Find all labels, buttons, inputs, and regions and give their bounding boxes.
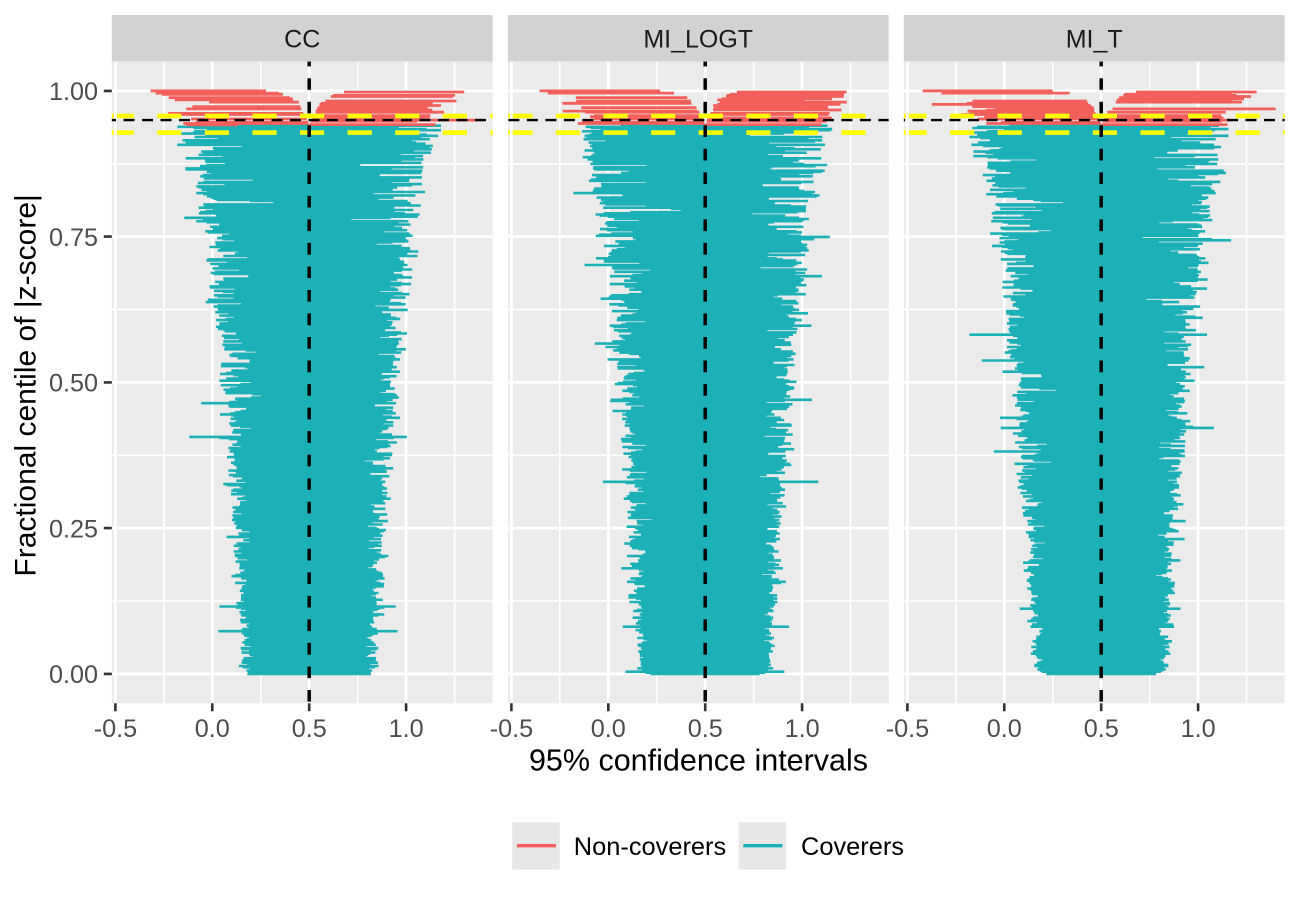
svg-text:1.0: 1.0 bbox=[389, 715, 424, 743]
svg-text:-0.5: -0.5 bbox=[94, 715, 137, 743]
svg-text:0.00: 0.00 bbox=[49, 661, 98, 689]
svg-text:0.0: 0.0 bbox=[591, 715, 626, 743]
svg-text:Fractional centile of |z-score: Fractional centile of |z-score| bbox=[10, 194, 43, 576]
svg-text:1.0: 1.0 bbox=[785, 715, 820, 743]
svg-text:MI_LOGT: MI_LOGT bbox=[643, 25, 753, 53]
svg-text:1.0: 1.0 bbox=[1181, 715, 1216, 743]
svg-text:Coverers: Coverers bbox=[801, 833, 904, 861]
svg-text:-0.5: -0.5 bbox=[886, 715, 929, 743]
svg-text:0.0: 0.0 bbox=[195, 715, 230, 743]
svg-text:Non-coverers: Non-coverers bbox=[574, 833, 726, 861]
svg-text:CC: CC bbox=[284, 25, 320, 53]
svg-text:0.25: 0.25 bbox=[49, 515, 98, 543]
svg-text:0.50: 0.50 bbox=[49, 370, 98, 398]
svg-text:-0.5: -0.5 bbox=[490, 715, 533, 743]
svg-text:0.75: 0.75 bbox=[49, 224, 98, 252]
svg-text:0.0: 0.0 bbox=[987, 715, 1022, 743]
svg-text:95% confidence intervals: 95% confidence intervals bbox=[529, 744, 868, 778]
svg-text:1.00: 1.00 bbox=[49, 78, 98, 106]
svg-text:0.5: 0.5 bbox=[292, 715, 327, 743]
svg-text:0.5: 0.5 bbox=[688, 715, 723, 743]
svg-text:MI_T: MI_T bbox=[1066, 25, 1123, 53]
svg-text:0.5: 0.5 bbox=[1084, 715, 1119, 743]
